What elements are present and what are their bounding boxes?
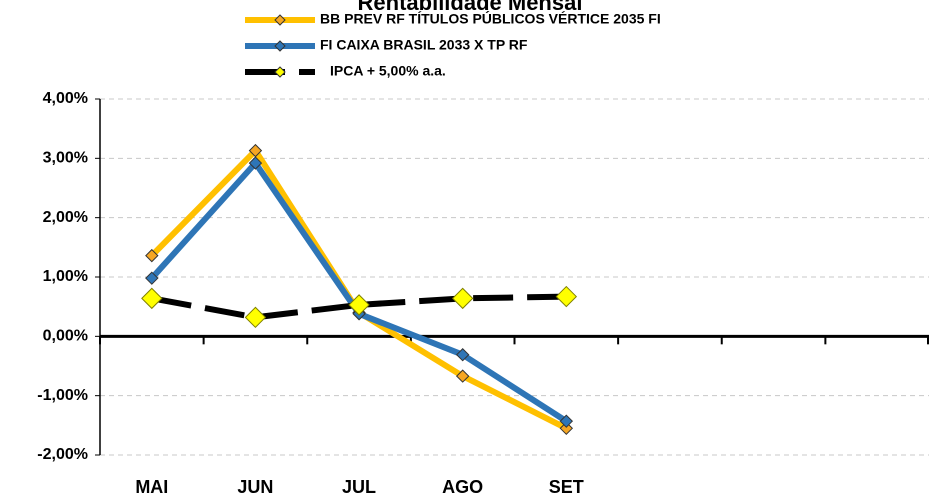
- x-tick-label: AGO: [442, 477, 483, 497]
- y-tick-label: 1,00%: [43, 268, 88, 285]
- point-marker: [145, 248, 159, 263]
- legend-label: FI CAIXA BRASIL 2033 X TP RF: [320, 37, 528, 53]
- legend-marker: [274, 66, 286, 78]
- point-marker: [244, 306, 267, 329]
- y-tick-label: -1,00%: [37, 387, 88, 404]
- y-tick-label: 2,00%: [43, 209, 88, 226]
- point-marker: [455, 348, 470, 362]
- y-tick-label: 4,00%: [43, 90, 88, 107]
- legend-label: BB PREV RF TÍTULOS PÚBLICOS VÉRTICE 2035…: [320, 10, 661, 27]
- point-marker: [555, 285, 578, 308]
- point-marker: [559, 414, 574, 428]
- series-line: [149, 147, 568, 431]
- x-tick-label: JUN: [237, 477, 273, 497]
- point-marker: [145, 271, 159, 285]
- y-tick-label: -2,00%: [37, 446, 88, 463]
- point-marker: [248, 156, 263, 170]
- point-marker: [559, 421, 574, 436]
- y-tick-label: 0,00%: [43, 328, 88, 345]
- point-marker: [141, 287, 163, 310]
- legend-label: IPCA + 5,00% a.a.: [330, 63, 446, 79]
- chart-title: Rentabilidade Mensal: [358, 0, 583, 15]
- series-line: [149, 160, 568, 424]
- y-tick-label: 3,00%: [43, 150, 88, 167]
- x-tick-label: JUL: [342, 477, 376, 497]
- point-marker: [451, 287, 474, 310]
- point-marker: [348, 294, 370, 316]
- legend-marker: [274, 40, 286, 52]
- series-line: [151, 293, 567, 321]
- legend-marker: [274, 14, 286, 26]
- point-marker: [455, 369, 470, 383]
- x-tick-label: SET: [549, 477, 584, 497]
- x-tick-label: MAI: [135, 477, 168, 497]
